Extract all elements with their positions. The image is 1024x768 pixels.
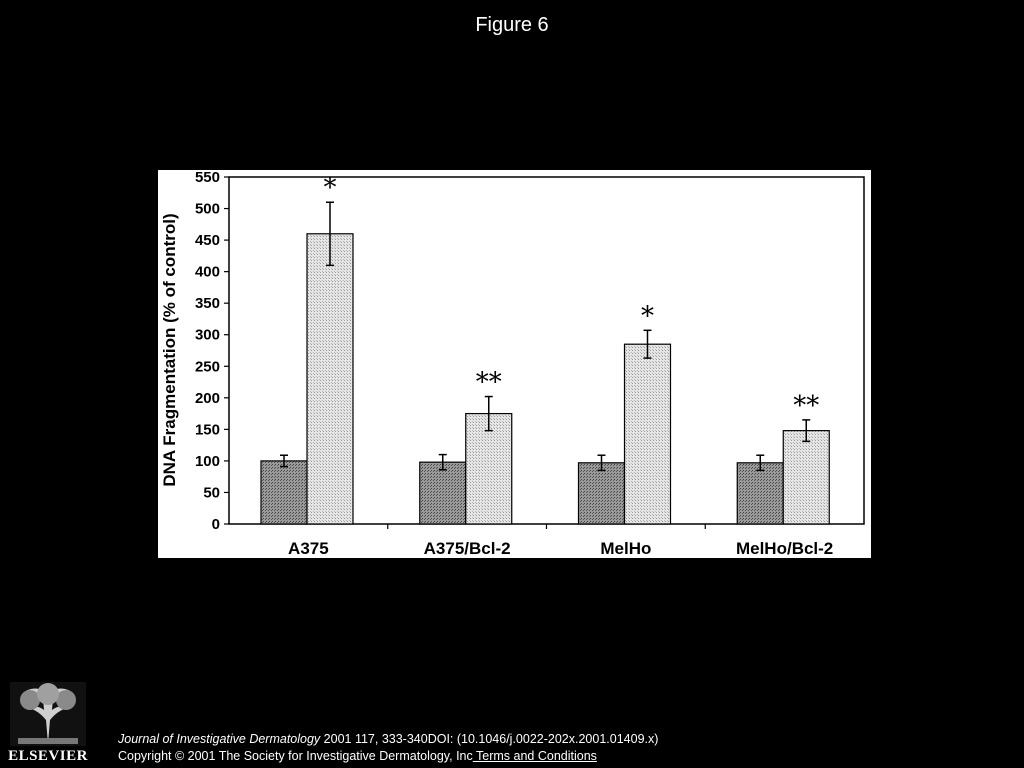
bar <box>623 343 672 525</box>
terms-link[interactable]: Terms and Conditions <box>472 749 597 763</box>
y-tick-label: 400 <box>195 264 220 281</box>
y-tick-label: 350 <box>195 295 220 312</box>
y-tick-label: 100 <box>195 453 220 470</box>
bar <box>782 430 830 525</box>
figure-title: Figure 6 <box>475 14 549 36</box>
bar <box>577 462 626 525</box>
y-tick-label: 0 <box>212 516 220 533</box>
bar <box>260 460 308 525</box>
citation-footer: Journal of Investigative Dermatology 200… <box>118 731 658 765</box>
bar <box>419 461 467 525</box>
y-axis-label: DNA Fragmentation (% of control) <box>160 213 179 486</box>
x-tick-label: A375 <box>288 539 329 558</box>
significance-marker: ** <box>476 368 502 398</box>
citation-line: Journal of Investigative Dermatology 200… <box>118 731 658 748</box>
y-tick-label: 300 <box>195 327 220 344</box>
copyright-text: Copyright © 2001 The Society for Investi… <box>118 749 473 763</box>
journal-name: Journal of Investigative Dermatology <box>118 732 321 746</box>
y-tick-label: 500 <box>195 201 220 218</box>
y-tick-label: 200 <box>195 390 220 407</box>
y-tick-label: 50 <box>203 484 220 501</box>
y-tick-label: 550 <box>195 170 220 186</box>
significance-marker: * <box>641 301 654 331</box>
significance-marker: * <box>324 173 337 203</box>
x-tick-label: MelHo/Bcl-2 <box>736 539 833 558</box>
elsevier-logo-text: ELSEVIER <box>8 748 88 764</box>
copyright-line: Copyright © 2001 The Society for Investi… <box>118 748 658 765</box>
figure-image: 0 50 100 150 200 250 300 350 400 450 500 550 * ** * **… <box>158 170 871 558</box>
significance-marker: ** <box>793 391 819 421</box>
bar <box>306 233 354 525</box>
x-tick-label: MelHo <box>600 539 651 558</box>
x-tick-label: A375/Bcl-2 <box>424 539 511 558</box>
elsevier-tree-logo <box>10 682 86 746</box>
y-tick-label: 250 <box>195 358 220 375</box>
y-tick-label: 450 <box>195 232 220 249</box>
y-tick-label: 150 <box>195 421 220 438</box>
bar <box>736 462 784 525</box>
citation-details: 2001 117, 333-340DOI: (10.1046/j.0022-20… <box>320 732 659 746</box>
